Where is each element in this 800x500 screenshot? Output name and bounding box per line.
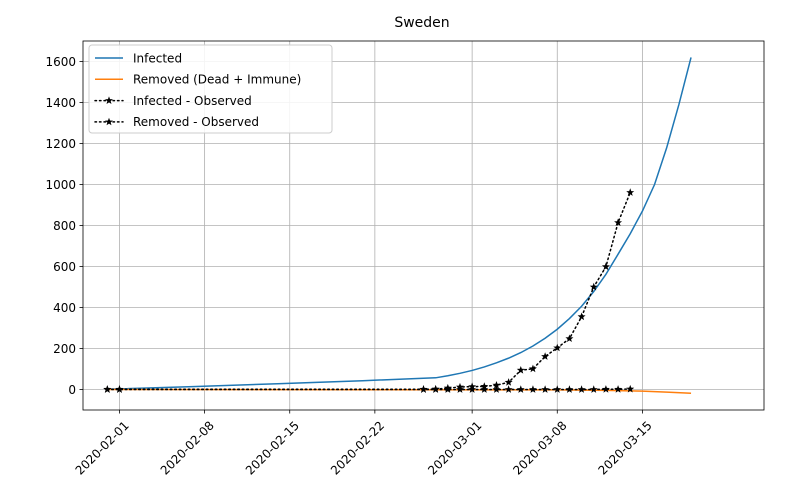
series-group [103,57,692,394]
data-point-removed-observed [516,385,525,393]
chart-title: Sweden [394,15,449,31]
data-point-infected-observed [589,282,598,291]
data-point-infected-observed [565,334,574,343]
data-point-removed-observed [601,385,610,393]
data-point-removed-observed [528,385,537,393]
legend-label-infected: Infected [133,51,182,65]
y-axis: 0 200 400 600 800 1000 1200 1400 1600 [45,55,83,397]
data-point-infected-observed [614,218,623,227]
data-point-removed-observed [504,385,513,393]
data-point-infected-observed [541,352,550,360]
data-point-removed-observed [480,385,489,393]
y-tick-label: 1400 [45,96,76,110]
data-point-removed-observed [492,385,501,393]
data-point-removed-observed [468,385,477,393]
data-point-removed-observed [541,385,550,393]
data-point-removed-observed [589,385,598,393]
data-point-infected-observed [577,312,586,321]
data-point-removed-observed [626,384,635,393]
legend-marker-removed-observed [105,117,113,126]
legend-label-removed-observed: Removed - Observed [133,115,259,129]
data-point-infected-observed [528,364,537,373]
legend-label-removed-dead-immune: Removed (Dead + Immune) [133,73,301,87]
data-point-infected-observed [626,188,635,196]
legend: Infected Removed (Dead + Immune) Infected … [88,44,333,134]
data-point-infected-observed [601,262,610,271]
data-point-infected-observed [553,343,562,352]
y-tick-label: 800 [53,219,76,233]
y-tick-label: 1600 [45,55,76,69]
y-tick-label: 1000 [45,178,76,192]
data-point-removed-observed [103,385,112,393]
data-point-infected-observed [504,378,513,386]
data-point-removed-observed [553,385,562,393]
y-tick-label: 400 [53,301,76,315]
data-point-removed-observed [455,385,464,393]
data-point-removed-observed [614,385,623,393]
data-point-removed-observed [115,385,124,393]
legend-box [88,44,333,134]
data-point-removed-observed [443,385,452,393]
data-point-removed-observed [565,385,574,393]
legend-label-infected-observed: Infected - Observed [133,94,252,108]
data-point-infected-observed [516,366,525,374]
data-point-removed-observed [577,385,586,393]
legend-marker-infected-observed [105,96,113,104]
y-tick-label: 0 [68,383,76,397]
series-line-infected [107,57,692,391]
y-tick-label: 600 [53,260,76,274]
y-tick-label: 1200 [45,137,76,151]
data-point-removed-observed [431,385,440,393]
y-tick-label: 200 [53,342,76,356]
data-point-removed-observed [419,385,428,393]
data-point-infected-observed [492,381,501,389]
